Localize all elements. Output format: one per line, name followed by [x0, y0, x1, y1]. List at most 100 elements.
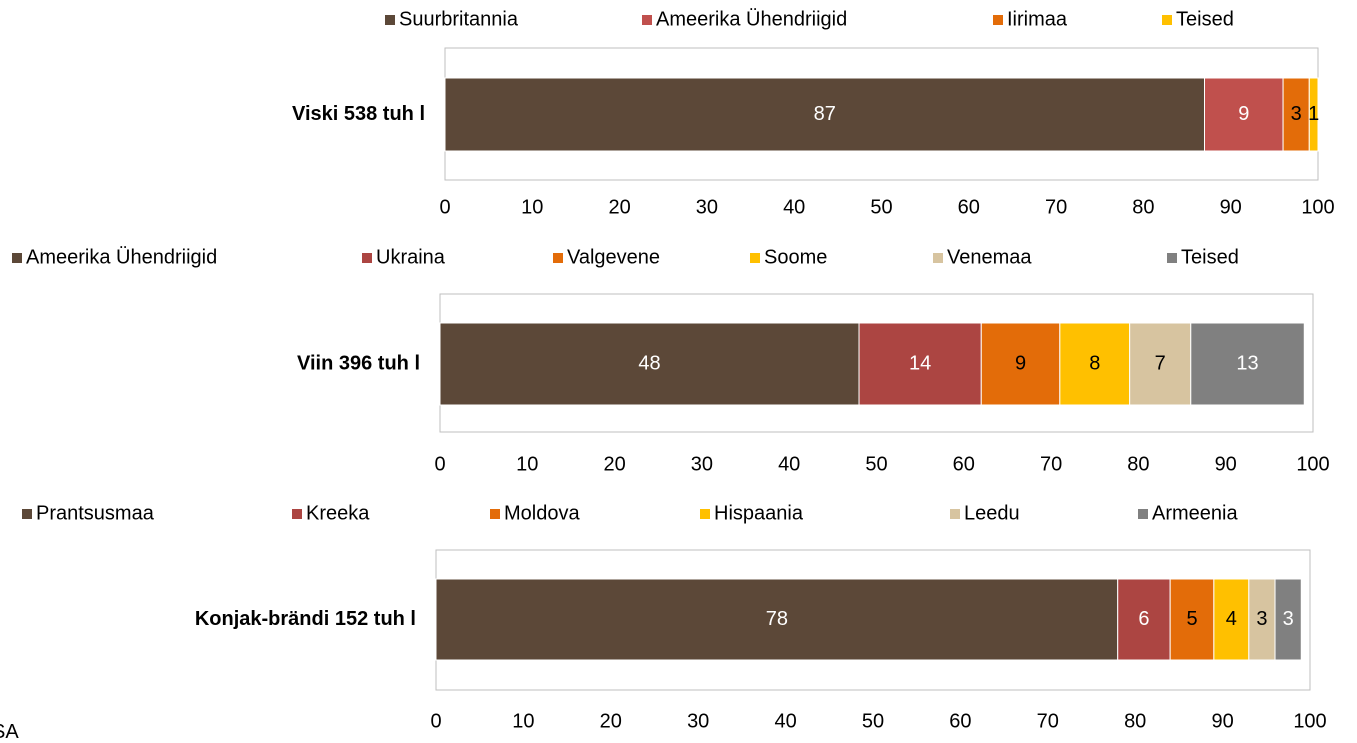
legend-label: Kreeka — [306, 502, 370, 524]
legend-swatch — [933, 253, 943, 263]
x-tick-label: 30 — [687, 710, 709, 732]
legend-swatch — [993, 15, 1003, 25]
bar-segment — [1129, 322, 1192, 406]
x-tick-label: 30 — [696, 196, 718, 218]
x-tick-label: 40 — [783, 196, 805, 218]
x-tick-label: 90 — [1211, 710, 1233, 732]
legend-swatch — [22, 509, 32, 519]
bar-segment — [1117, 578, 1171, 661]
category-label: Konjak-brändi 152 tuh l — [195, 608, 416, 630]
legend-swatch — [553, 253, 563, 263]
legend-swatch — [1162, 15, 1172, 25]
x-tick-label: 10 — [512, 710, 534, 732]
x-tick-label: 100 — [1296, 453, 1329, 475]
legend-label: Prantsusmaa — [36, 502, 155, 524]
legend-swatch — [1167, 253, 1177, 263]
legend-swatch — [750, 253, 760, 263]
x-tick-label: 100 — [1301, 196, 1334, 218]
x-tick-label: 90 — [1215, 453, 1237, 475]
bar-segment — [444, 77, 1206, 152]
x-tick-label: 0 — [434, 453, 445, 475]
x-tick-label: 0 — [430, 710, 441, 732]
x-tick-label: 50 — [862, 710, 884, 732]
data-label: 5 — [1186, 608, 1197, 630]
legend-swatch — [292, 509, 302, 519]
data-label: 9 — [1015, 352, 1026, 374]
bar-segment — [1248, 578, 1276, 661]
x-tick-label: 60 — [953, 453, 975, 475]
x-tick-label: 20 — [600, 710, 622, 732]
legend-label: Soome — [764, 246, 827, 268]
data-label: 14 — [909, 352, 931, 374]
data-label: 13 — [1236, 352, 1258, 374]
x-tick-label: 60 — [958, 196, 980, 218]
bar-segment — [1274, 578, 1302, 661]
bar-segment — [980, 322, 1061, 406]
bar-segment — [435, 578, 1119, 661]
legend-label: Venemaa — [947, 246, 1032, 268]
x-tick-label: 90 — [1220, 196, 1242, 218]
bar-segment — [1190, 322, 1305, 406]
legend-label: Valgevene — [567, 246, 660, 268]
data-label: 3 — [1283, 608, 1294, 630]
legend-swatch — [12, 253, 22, 263]
legend-swatch — [385, 15, 395, 25]
legend-label: Leedu — [964, 502, 1020, 524]
legend-label: Teised — [1176, 8, 1234, 30]
x-tick-label: 80 — [1127, 453, 1149, 475]
legend-swatch — [362, 253, 372, 263]
x-tick-label: 80 — [1132, 196, 1154, 218]
x-tick-label: 10 — [516, 453, 538, 475]
x-tick-label: 40 — [774, 710, 796, 732]
legend-label: Armeenia — [1152, 502, 1238, 524]
legend-swatch — [1138, 509, 1148, 519]
legend-swatch — [950, 509, 960, 519]
x-tick-label: 0 — [439, 196, 450, 218]
x-tick-label: 80 — [1124, 710, 1146, 732]
x-tick-label: 40 — [778, 453, 800, 475]
bar-segment — [1204, 77, 1284, 152]
data-label: 87 — [814, 103, 836, 125]
legend-label: Suurbritannia — [399, 8, 519, 30]
data-label: 6 — [1138, 608, 1149, 630]
data-label: 78 — [766, 608, 788, 630]
x-tick-label: 50 — [870, 196, 892, 218]
legend-label: Ameerika Ühendriigid — [26, 246, 217, 268]
bar-segment — [1308, 77, 1319, 152]
x-tick-label: 20 — [603, 453, 625, 475]
data-label: 48 — [638, 352, 660, 374]
legend-label: Teised — [1181, 246, 1239, 268]
x-tick-label: 20 — [608, 196, 630, 218]
x-tick-label: 70 — [1045, 196, 1067, 218]
legend-label: Ukraina — [376, 246, 446, 268]
legend-label: Hispaania — [714, 502, 804, 524]
bar-segment — [858, 322, 982, 406]
bar-segment — [1213, 578, 1250, 661]
legend-label: Ameerika Ühendriigid — [656, 8, 847, 30]
x-tick-label: 10 — [521, 196, 543, 218]
legend-label: Moldova — [504, 502, 580, 524]
source: SA — [0, 721, 19, 738]
data-label: 9 — [1238, 103, 1249, 125]
legend-swatch — [490, 509, 500, 519]
legend-swatch — [642, 15, 652, 25]
x-tick-label: 100 — [1293, 710, 1326, 732]
data-label: 3 — [1256, 608, 1267, 630]
bar-segment — [439, 322, 860, 406]
x-tick-label: 70 — [1037, 710, 1059, 732]
x-tick-label: 30 — [691, 453, 713, 475]
bar-segment — [1169, 578, 1215, 661]
legend-label: Iirimaa — [1007, 8, 1068, 30]
data-label: 4 — [1226, 608, 1237, 630]
category-label: Viin 396 tuh l — [297, 352, 420, 374]
bar-segment — [1059, 322, 1131, 406]
data-label: 1 — [1308, 103, 1319, 125]
x-tick-label: 70 — [1040, 453, 1062, 475]
data-label: 8 — [1089, 352, 1100, 374]
data-label: 3 — [1291, 103, 1302, 125]
data-label: 7 — [1155, 352, 1166, 374]
category-label: Viski 538 tuh l — [292, 103, 425, 125]
x-tick-label: 60 — [949, 710, 971, 732]
x-tick-label: 50 — [865, 453, 887, 475]
